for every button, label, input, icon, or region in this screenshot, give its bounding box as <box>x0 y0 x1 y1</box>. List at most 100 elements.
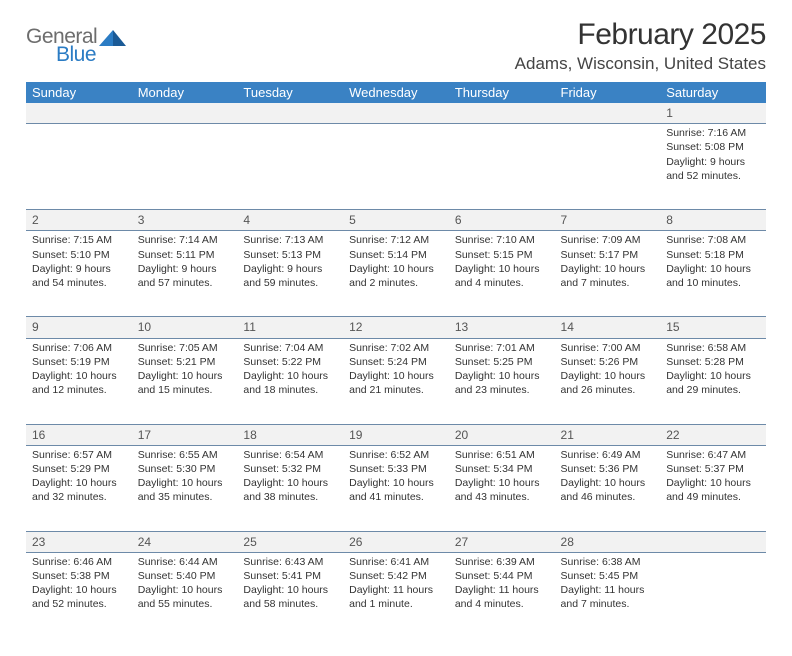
day2-text: and 58 minutes. <box>243 597 337 611</box>
day-cell: Sunrise: 7:08 AMSunset: 5:18 PMDaylight:… <box>660 231 766 317</box>
sunrise-text: Sunrise: 6:39 AM <box>455 555 549 569</box>
day-cell: Sunrise: 6:39 AMSunset: 5:44 PMDaylight:… <box>449 552 555 638</box>
brand-flag-icon <box>99 28 127 53</box>
sunset-text: Sunset: 5:40 PM <box>138 569 232 583</box>
day-number: 14 <box>555 317 661 338</box>
sunrise-text: Sunrise: 6:49 AM <box>561 448 655 462</box>
day-cell: Sunrise: 7:05 AMSunset: 5:21 PMDaylight:… <box>132 338 238 424</box>
sunrise-text: Sunrise: 6:44 AM <box>138 555 232 569</box>
brand-logo: General Blue <box>26 18 127 65</box>
day-cell: Sunrise: 6:57 AMSunset: 5:29 PMDaylight:… <box>26 445 132 531</box>
day-number-row: 9101112131415 <box>26 317 766 338</box>
sunrise-text: Sunrise: 7:13 AM <box>243 233 337 247</box>
sunrise-text: Sunrise: 6:41 AM <box>349 555 443 569</box>
day1-text: Daylight: 10 hours <box>561 476 655 490</box>
day2-text: and 46 minutes. <box>561 490 655 504</box>
week-row: Sunrise: 6:57 AMSunset: 5:29 PMDaylight:… <box>26 445 766 531</box>
day-number <box>555 103 661 124</box>
day2-text: and 2 minutes. <box>349 276 443 290</box>
day-cell: Sunrise: 7:09 AMSunset: 5:17 PMDaylight:… <box>555 231 661 317</box>
day-cell <box>132 124 238 210</box>
day-cell: Sunrise: 6:58 AMSunset: 5:28 PMDaylight:… <box>660 338 766 424</box>
day2-text: and 26 minutes. <box>561 383 655 397</box>
day-number: 16 <box>26 424 132 445</box>
sunset-text: Sunset: 5:34 PM <box>455 462 549 476</box>
day2-text: and 7 minutes. <box>561 597 655 611</box>
day2-text: and 15 minutes. <box>138 383 232 397</box>
day1-text: Daylight: 10 hours <box>138 583 232 597</box>
day-cell: Sunrise: 6:43 AMSunset: 5:41 PMDaylight:… <box>237 552 343 638</box>
day-cell: Sunrise: 6:47 AMSunset: 5:37 PMDaylight:… <box>660 445 766 531</box>
day-number: 11 <box>237 317 343 338</box>
day-number: 25 <box>237 531 343 552</box>
day-cell: Sunrise: 7:13 AMSunset: 5:13 PMDaylight:… <box>237 231 343 317</box>
day1-text: Daylight: 10 hours <box>561 262 655 276</box>
day-number: 17 <box>132 424 238 445</box>
day2-text: and 10 minutes. <box>666 276 760 290</box>
weekday-header: Friday <box>555 82 661 103</box>
day-cell: Sunrise: 7:16 AMSunset: 5:08 PMDaylight:… <box>660 124 766 210</box>
day-number: 23 <box>26 531 132 552</box>
weekday-header: Sunday <box>26 82 132 103</box>
sunset-text: Sunset: 5:15 PM <box>455 248 549 262</box>
weekday-header: Thursday <box>449 82 555 103</box>
sunset-text: Sunset: 5:08 PM <box>666 140 760 154</box>
day-number: 8 <box>660 210 766 231</box>
day-number: 10 <box>132 317 238 338</box>
sunset-text: Sunset: 5:25 PM <box>455 355 549 369</box>
day-number: 6 <box>449 210 555 231</box>
day2-text: and 12 minutes. <box>32 383 126 397</box>
weekday-header: Monday <box>132 82 238 103</box>
day-number: 7 <box>555 210 661 231</box>
day1-text: Daylight: 10 hours <box>32 476 126 490</box>
day-number: 5 <box>343 210 449 231</box>
sunrise-text: Sunrise: 7:10 AM <box>455 233 549 247</box>
sunrise-text: Sunrise: 6:54 AM <box>243 448 337 462</box>
day-number-row: 2345678 <box>26 210 766 231</box>
sunset-text: Sunset: 5:41 PM <box>243 569 337 583</box>
day-number: 15 <box>660 317 766 338</box>
day1-text: Daylight: 10 hours <box>561 369 655 383</box>
day-cell: Sunrise: 7:06 AMSunset: 5:19 PMDaylight:… <box>26 338 132 424</box>
day2-text: and 49 minutes. <box>666 490 760 504</box>
sunrise-text: Sunrise: 7:09 AM <box>561 233 655 247</box>
sunset-text: Sunset: 5:26 PM <box>561 355 655 369</box>
brand-text: General Blue <box>26 26 97 65</box>
weekday-header: Saturday <box>660 82 766 103</box>
day-number: 12 <box>343 317 449 338</box>
day-number-row: 1 <box>26 103 766 124</box>
day2-text: and 38 minutes. <box>243 490 337 504</box>
sunrise-text: Sunrise: 6:51 AM <box>455 448 549 462</box>
day2-text: and 55 minutes. <box>138 597 232 611</box>
week-row: Sunrise: 7:16 AMSunset: 5:08 PMDaylight:… <box>26 124 766 210</box>
day-number: 4 <box>237 210 343 231</box>
day2-text: and 29 minutes. <box>666 383 760 397</box>
day-cell <box>555 124 661 210</box>
sunset-text: Sunset: 5:10 PM <box>32 248 126 262</box>
day-cell <box>237 124 343 210</box>
day-cell: Sunrise: 7:02 AMSunset: 5:24 PMDaylight:… <box>343 338 449 424</box>
day2-text: and 54 minutes. <box>32 276 126 290</box>
day-cell: Sunrise: 7:14 AMSunset: 5:11 PMDaylight:… <box>132 231 238 317</box>
sunset-text: Sunset: 5:33 PM <box>349 462 443 476</box>
day2-text: and 18 minutes. <box>243 383 337 397</box>
day1-text: Daylight: 9 hours <box>32 262 126 276</box>
sunrise-text: Sunrise: 7:14 AM <box>138 233 232 247</box>
sunset-text: Sunset: 5:13 PM <box>243 248 337 262</box>
sunrise-text: Sunrise: 6:52 AM <box>349 448 443 462</box>
day-number <box>26 103 132 124</box>
day-number: 1 <box>660 103 766 124</box>
day1-text: Daylight: 10 hours <box>666 262 760 276</box>
day1-text: Daylight: 10 hours <box>32 583 126 597</box>
day-cell: Sunrise: 6:41 AMSunset: 5:42 PMDaylight:… <box>343 552 449 638</box>
sunset-text: Sunset: 5:17 PM <box>561 248 655 262</box>
sunset-text: Sunset: 5:11 PM <box>138 248 232 262</box>
calendar-table: Sunday Monday Tuesday Wednesday Thursday… <box>26 82 766 638</box>
day2-text: and 1 minute. <box>349 597 443 611</box>
weekday-header: Tuesday <box>237 82 343 103</box>
day2-text: and 23 minutes. <box>455 383 549 397</box>
header: General Blue February 2025 Adams, Wiscon… <box>26 18 766 74</box>
day2-text: and 52 minutes. <box>32 597 126 611</box>
day-number: 3 <box>132 210 238 231</box>
calendar-page: General Blue February 2025 Adams, Wiscon… <box>0 0 792 656</box>
